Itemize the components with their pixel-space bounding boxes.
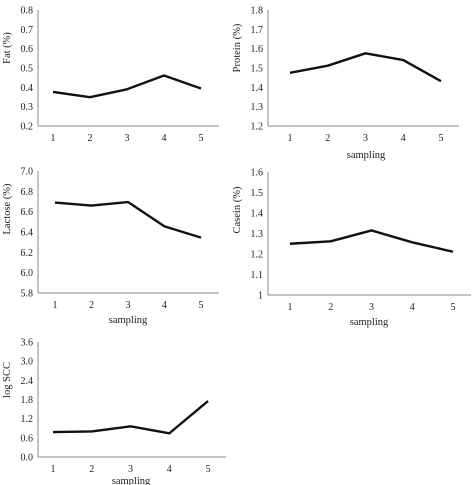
y-tick-label: 0.3: [21, 102, 34, 113]
y-tick-label: 7.0: [21, 167, 34, 178]
x-tick-labels: 1 2 3 4 5: [288, 302, 456, 313]
x-tick-label: 4: [162, 133, 167, 144]
x-axis-label: sampling: [109, 315, 148, 326]
lactose-series-line: [54, 200, 202, 239]
y-tick-label: 1.3: [251, 102, 264, 113]
y-axis-label: Fat (%): [2, 32, 13, 64]
y-tick-labels: 5.8 6.0 6.2 6.4 6.6 6.8 7.0: [21, 167, 34, 300]
y-tick-label: 1: [258, 291, 263, 302]
x-tick-labels: 1 2 3 4 5: [53, 300, 204, 311]
x-tick-label: 3: [126, 300, 131, 311]
panel-log-scc: 0.0 0.6 1.2 1.8 2.4 3.0 3.6 1 2 3 4 5 log SCC samp…: [2, 338, 226, 485]
y-axis-label: Protein (%): [232, 23, 243, 72]
x-tick-label: 1: [51, 464, 56, 475]
y-tick-label: 0.6: [21, 433, 34, 444]
x-tick-label: 2: [325, 133, 330, 144]
y-tick-label: 1.3: [251, 229, 264, 240]
x-tick-label: 2: [328, 302, 333, 313]
x-tick-label: 1: [51, 133, 56, 144]
y-tick-label: 0.5: [21, 64, 34, 75]
y-tick-label: 1.4: [251, 83, 264, 94]
x-tick-label: 1: [288, 133, 293, 144]
x-tick-label: 4: [162, 300, 167, 311]
y-tick-label: 6.0: [21, 268, 34, 279]
y-tick-label: 1.5: [251, 64, 264, 75]
y-tick-label: 1.8: [21, 395, 34, 406]
y-tick-label: 6.6: [21, 207, 34, 218]
y-axis-label: Lactose (%): [2, 183, 13, 235]
x-tick-label: 3: [363, 133, 368, 144]
x-tick-labels: 1 2 3 4 5: [288, 133, 444, 144]
y-tick-label: 1.4: [251, 209, 264, 220]
y-tick-label: 6.2: [21, 248, 34, 259]
x-tick-label: 4: [167, 464, 172, 475]
x-tick-label: 4: [401, 133, 406, 144]
y-tick-label: 1.2: [251, 122, 264, 133]
y-tick-label: 5.8: [21, 289, 34, 300]
protein-series-line: [289, 52, 442, 83]
y-tick-label: 3.6: [21, 338, 34, 349]
y-tick-label: 1.2: [21, 414, 34, 425]
y-tick-label: 1.8: [251, 6, 264, 17]
y-tick-label: 0.7: [21, 25, 34, 36]
y-tick-label: 1.2: [251, 250, 264, 261]
x-tick-label: 1: [288, 302, 293, 313]
y-tick-label: 1.6: [251, 44, 264, 55]
x-tick-label: 5: [439, 133, 444, 144]
panel-fat: 0.2 0.3 0.4 0.5 0.6 0.7 0.8 1 2 3 4 5 Fat (%): [2, 6, 219, 144]
x-tick-label: 3: [128, 464, 133, 475]
x-tick-label: 3: [125, 133, 130, 144]
x-tick-label: 2: [89, 300, 94, 311]
y-tick-labels: 1.2 1.3 1.4 1.5 1.6 1.7 1.8: [251, 6, 264, 133]
y-tick-labels: 1 1.1 1.2 1.3 1.4 1.5 1.6: [251, 168, 264, 302]
y-tick-label: 1.7: [251, 25, 264, 36]
fat-series-line: [52, 74, 202, 99]
y-tick-label: 0.8: [21, 6, 34, 17]
x-axis-label: sampling: [350, 317, 389, 328]
x-tick-label: 5: [199, 300, 204, 311]
y-tick-label: 1.6: [251, 168, 264, 179]
y-tick-label: 0.0: [21, 453, 34, 464]
x-tick-labels: 1 2 3 4 5: [51, 133, 204, 144]
casein-series-line: [289, 229, 454, 253]
y-axis-label: log SCC: [2, 362, 13, 398]
x-tick-label: 2: [89, 464, 94, 475]
y-tick-label: 0.2: [21, 122, 34, 133]
x-tick-label: 4: [410, 302, 415, 313]
y-tick-label: 0.6: [21, 44, 34, 55]
y-tick-label: 1.5: [251, 188, 264, 199]
x-tick-labels: 1 2 3 4 5: [51, 464, 211, 475]
y-tick-label: 2.4: [21, 376, 34, 387]
x-tick-label: 5: [206, 464, 211, 475]
y-tick-labels: 0.0 0.6 1.2 1.8 2.4 3.0 3.6: [21, 338, 34, 464]
x-tick-label: 1: [53, 300, 58, 311]
x-axis-label: sampling: [347, 150, 386, 161]
x-tick-label: 5: [199, 133, 204, 144]
y-tick-label: 6.8: [21, 187, 34, 198]
y-axis-label: Casein (%): [232, 186, 243, 233]
x-axis-label: sampling: [112, 476, 151, 485]
x-tick-label: 3: [369, 302, 374, 313]
x-tick-label: 5: [451, 302, 456, 313]
panel-casein: 1 1.1 1.2 1.3 1.4 1.5 1.6 1 2 3 4 5 Casein (%) sam…: [232, 168, 471, 328]
y-tick-label: 0.4: [21, 83, 34, 94]
log-scc-series-line: [52, 400, 209, 435]
y-tick-label: 3.0: [21, 357, 34, 368]
y-tick-label: 1.1: [251, 270, 264, 281]
y-tick-labels: 0.2 0.3 0.4 0.5 0.6 0.7 0.8: [21, 6, 34, 133]
x-tick-label: 2: [88, 133, 93, 144]
y-tick-label: 6.4: [21, 228, 34, 239]
